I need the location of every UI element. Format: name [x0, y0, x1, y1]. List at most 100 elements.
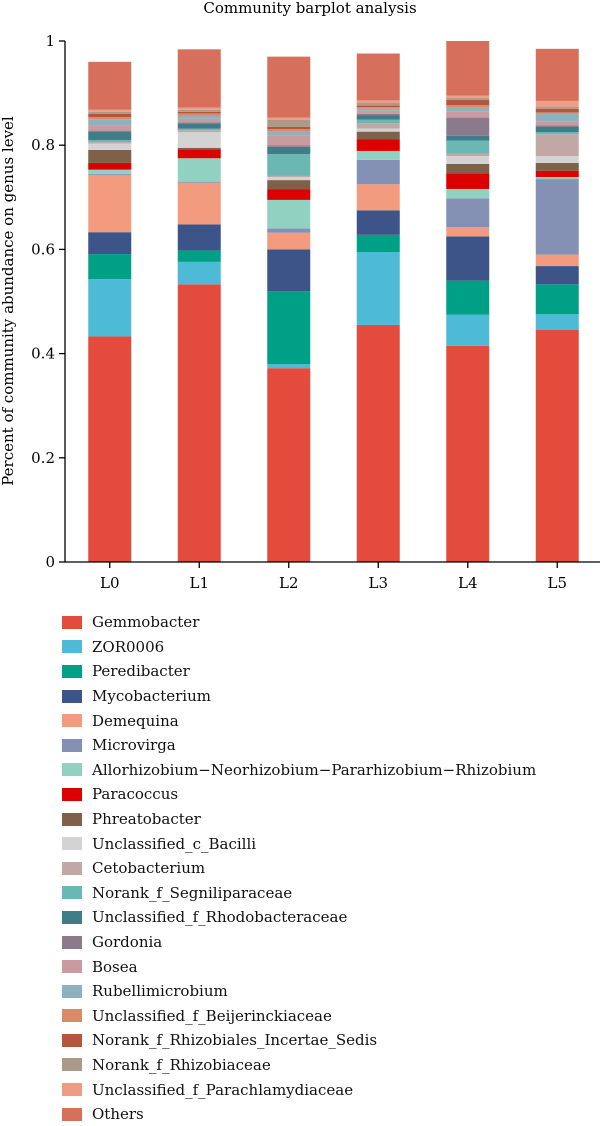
- bar-segment-l3-10: [356, 123, 400, 129]
- bar-segment-l5-3: [535, 266, 579, 285]
- bar-segment-l2-18: [267, 119, 311, 127]
- legend-swatch: [62, 714, 82, 728]
- legend-swatch: [62, 689, 82, 703]
- bar-segment-l5-0: [535, 329, 579, 562]
- bar-segment-l2-1: [267, 364, 311, 369]
- bar-segment-l1-18: [177, 109, 221, 112]
- bar-segment-l0-12: [88, 131, 132, 140]
- bar-segment-l5-14: [535, 121, 579, 126]
- bar-segment-l5-13: [535, 125, 579, 127]
- legend-label: Bosea: [92, 957, 138, 976]
- legend-swatch: [62, 1009, 82, 1023]
- bar-segment-l0-9: [88, 143, 132, 150]
- legend-item: Bosea: [62, 954, 536, 979]
- bar-segment-l3-3: [356, 210, 400, 235]
- legend-swatch: [62, 1033, 82, 1047]
- bar-segment-l3-2: [356, 234, 400, 252]
- bar-segment-l2-15: [267, 131, 311, 136]
- legend-label: Paracoccus: [92, 785, 179, 804]
- legend-swatch: [62, 738, 82, 752]
- legend-swatch: [62, 935, 82, 949]
- bar-segment-l0-3: [88, 232, 132, 255]
- legend-item: Others: [62, 1102, 536, 1126]
- bar-segment-l0-4: [88, 174, 132, 233]
- bar-segment-l3-18: [356, 103, 400, 106]
- legend-item: Norank_f_Rhizobiales_Incertae_Sedis: [62, 1028, 536, 1053]
- y-tick-label: 0: [45, 553, 55, 571]
- bar-segment-l4-7: [446, 173, 490, 189]
- bar-segment-l4-1: [446, 314, 490, 346]
- bar-segment-l3-17: [356, 105, 400, 108]
- bar-segment-l2-13: [267, 145, 311, 147]
- legend-item: Mycobacterium: [62, 684, 536, 709]
- legend-item: Norank_f_Segniliparaceae: [62, 881, 536, 906]
- legend-label: Microvirga: [92, 736, 176, 755]
- bar-segment-l2-17: [267, 126, 311, 130]
- legend-swatch: [62, 886, 82, 900]
- bar-segment-l0-0: [88, 336, 132, 562]
- bar-segment-l4-6: [446, 188, 490, 199]
- legend-label: Peredibacter: [92, 662, 190, 681]
- legend-item: Gemmobacter: [62, 610, 536, 635]
- bar-segment-l3-6: [356, 150, 400, 160]
- bar-segment-l3-20: [356, 53, 400, 101]
- legend-label: Phreatobacter: [92, 810, 201, 829]
- bar-segment-l0-20: [88, 61, 132, 110]
- bar-segment-l0-1: [88, 279, 132, 337]
- bar-segment-l4-9: [446, 156, 490, 164]
- legend-item: Gordonia: [62, 930, 536, 955]
- bar-segment-l4-13: [446, 117, 490, 136]
- legend-item: Peredibacter: [62, 659, 536, 684]
- bar-segment-l5-8: [535, 162, 579, 171]
- bar-segment-l5-18: [535, 106, 579, 109]
- bar-segment-l5-11: [535, 132, 579, 135]
- bar-segment-l0-5: [88, 173, 132, 175]
- bar-segment-l1-16: [177, 113, 221, 116]
- legend-label: ZOR0006: [92, 637, 165, 656]
- bar-stack-l0: [88, 61, 132, 562]
- x-tick-label: L5: [547, 574, 567, 592]
- bar-segment-l4-20: [446, 41, 490, 96]
- bar-segment-l5-2: [535, 284, 579, 315]
- bar-segment-l3-12: [356, 115, 400, 120]
- bar-segment-l2-16: [267, 129, 311, 132]
- bar-stack-l2: [267, 56, 311, 562]
- bar-segment-l4-16: [446, 105, 490, 108]
- bar-segment-l3-9: [356, 128, 400, 132]
- bar-segment-l0-19: [88, 109, 132, 112]
- bar-segment-l4-19: [446, 95, 490, 98]
- legend-label: Norank_f_Rhizobiaceae: [92, 1055, 271, 1074]
- legend-swatch: [62, 812, 82, 826]
- bar-segment-l1-0: [177, 284, 221, 562]
- bar-segment-l3-19: [356, 100, 400, 103]
- bar-segment-l4-14: [446, 111, 490, 118]
- bar-segment-l4-12: [446, 135, 490, 141]
- legend-swatch: [62, 910, 82, 924]
- bar-segment-l1-5: [177, 181, 221, 183]
- bar-segment-l5-1: [535, 314, 579, 330]
- bar-segment-l0-15: [88, 119, 132, 126]
- legend-label: Rubellimicrobium: [92, 982, 228, 1001]
- bar-segment-l4-18: [446, 97, 490, 100]
- bar-segment-l2-8: [267, 180, 311, 190]
- bar-stack-l4: [446, 41, 490, 562]
- bar-segment-l0-8: [88, 149, 132, 163]
- bar-segment-l3-11: [356, 119, 400, 124]
- legend-swatch: [62, 787, 82, 801]
- bar-segment-l5-19: [535, 100, 579, 107]
- bar-stack-l1: [177, 49, 221, 562]
- bar-segment-l3-8: [356, 131, 400, 140]
- bar-segment-l0-16: [88, 117, 132, 120]
- bar-segment-l1-8: [177, 147, 221, 150]
- bar-segment-l4-11: [446, 140, 490, 154]
- bar-segment-l3-14: [356, 110, 400, 114]
- legend-label: Others: [92, 1105, 144, 1124]
- bar-segment-l1-3: [177, 224, 221, 251]
- legend-swatch: [62, 984, 82, 998]
- bar-segment-l2-10: [267, 175, 311, 177]
- bar-segment-l1-9: [177, 132, 221, 148]
- bar-segment-l2-14: [267, 135, 311, 146]
- bar-segment-l2-19: [267, 117, 311, 120]
- legend-item: Microvirga: [62, 733, 536, 758]
- x-tick-label: L4: [458, 574, 478, 592]
